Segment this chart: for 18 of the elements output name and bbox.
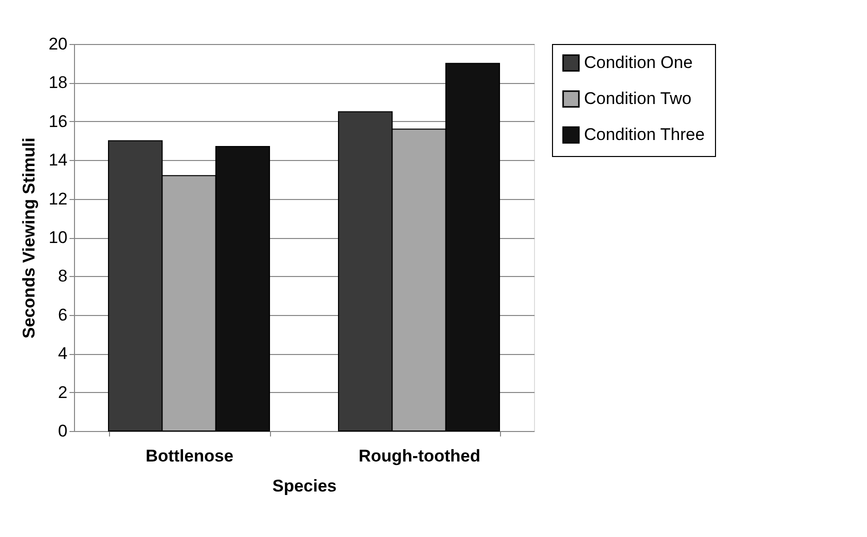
y-tick-label: 20 — [48, 34, 68, 54]
x-tick-label: Rough-toothed — [358, 446, 480, 466]
y-tick-label: 2 — [58, 382, 68, 402]
legend-label: Condition One — [584, 53, 693, 72]
y-tick-label: 14 — [48, 150, 68, 170]
y-tick-label: 16 — [48, 112, 68, 131]
legend-label: Condition Two — [584, 89, 692, 108]
y-tick-label: 4 — [58, 344, 68, 364]
y-axis-title: Seconds Viewing Stimuli — [20, 138, 39, 338]
y-tick-label: 18 — [48, 73, 68, 92]
x-tick-label: Bottlenose — [146, 446, 234, 466]
y-tick-label: 12 — [48, 189, 68, 208]
legend-label: Condition Three — [584, 125, 705, 144]
x-axis-title: Species — [272, 476, 337, 496]
y-tick-label: 10 — [48, 228, 68, 247]
y-tick-label: 6 — [58, 305, 68, 324]
y-tick-label: 0 — [58, 422, 68, 440]
y-tick-label: 8 — [58, 266, 68, 286]
